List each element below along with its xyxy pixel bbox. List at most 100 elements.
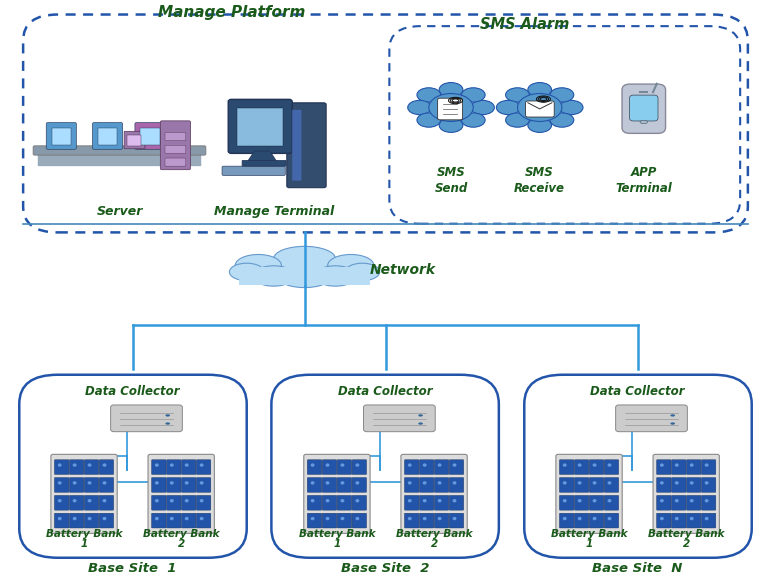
- Ellipse shape: [88, 481, 92, 485]
- FancyBboxPatch shape: [574, 460, 589, 475]
- Ellipse shape: [670, 422, 675, 425]
- FancyBboxPatch shape: [702, 496, 715, 510]
- Ellipse shape: [593, 499, 597, 503]
- Ellipse shape: [200, 464, 204, 467]
- FancyBboxPatch shape: [449, 460, 463, 475]
- FancyBboxPatch shape: [672, 460, 686, 475]
- Ellipse shape: [72, 517, 76, 520]
- FancyBboxPatch shape: [657, 496, 671, 510]
- Ellipse shape: [88, 464, 92, 467]
- Ellipse shape: [155, 499, 159, 503]
- Ellipse shape: [341, 481, 345, 485]
- FancyBboxPatch shape: [84, 460, 99, 475]
- FancyBboxPatch shape: [152, 513, 166, 528]
- Ellipse shape: [408, 499, 412, 503]
- Ellipse shape: [418, 414, 423, 417]
- Ellipse shape: [563, 517, 567, 520]
- Ellipse shape: [423, 499, 426, 503]
- Ellipse shape: [593, 517, 597, 520]
- Ellipse shape: [660, 464, 664, 467]
- FancyBboxPatch shape: [560, 460, 574, 475]
- FancyBboxPatch shape: [702, 460, 715, 475]
- Ellipse shape: [577, 499, 581, 503]
- Text: 2: 2: [430, 539, 438, 549]
- Ellipse shape: [660, 481, 664, 485]
- Ellipse shape: [155, 464, 159, 467]
- FancyBboxPatch shape: [657, 513, 671, 528]
- Ellipse shape: [705, 481, 709, 485]
- Ellipse shape: [315, 266, 356, 286]
- FancyBboxPatch shape: [337, 513, 352, 528]
- Ellipse shape: [58, 464, 62, 467]
- FancyBboxPatch shape: [124, 131, 145, 149]
- Ellipse shape: [577, 517, 581, 520]
- Text: SMS
Receive: SMS Receive: [514, 166, 565, 195]
- FancyBboxPatch shape: [604, 478, 618, 492]
- FancyBboxPatch shape: [181, 513, 196, 528]
- Ellipse shape: [438, 517, 442, 520]
- Ellipse shape: [528, 83, 551, 97]
- Ellipse shape: [608, 517, 611, 520]
- FancyBboxPatch shape: [322, 513, 337, 528]
- Ellipse shape: [417, 88, 441, 102]
- Text: Manage Terminal: Manage Terminal: [214, 205, 334, 218]
- Ellipse shape: [274, 246, 335, 271]
- Ellipse shape: [200, 481, 204, 485]
- FancyBboxPatch shape: [99, 478, 113, 492]
- Text: Data Collector: Data Collector: [591, 385, 685, 398]
- FancyBboxPatch shape: [160, 121, 190, 170]
- Text: Manage Platform: Manage Platform: [157, 5, 305, 20]
- FancyBboxPatch shape: [419, 460, 434, 475]
- Ellipse shape: [253, 266, 295, 286]
- FancyBboxPatch shape: [237, 108, 283, 146]
- Ellipse shape: [660, 517, 664, 520]
- Ellipse shape: [453, 517, 456, 520]
- FancyBboxPatch shape: [167, 478, 181, 492]
- Ellipse shape: [438, 499, 442, 503]
- Ellipse shape: [88, 517, 92, 520]
- Ellipse shape: [675, 464, 678, 467]
- FancyBboxPatch shape: [292, 110, 301, 181]
- FancyBboxPatch shape: [181, 496, 196, 510]
- Ellipse shape: [438, 464, 442, 467]
- Text: Battery Bank: Battery Bank: [298, 529, 375, 539]
- FancyBboxPatch shape: [38, 150, 201, 166]
- Ellipse shape: [423, 481, 426, 485]
- FancyBboxPatch shape: [449, 478, 463, 492]
- FancyBboxPatch shape: [322, 496, 337, 510]
- Ellipse shape: [58, 499, 62, 503]
- FancyBboxPatch shape: [228, 99, 292, 153]
- FancyBboxPatch shape: [242, 160, 286, 166]
- Ellipse shape: [550, 113, 574, 127]
- FancyBboxPatch shape: [686, 460, 701, 475]
- Text: Data Collector: Data Collector: [86, 385, 180, 398]
- Ellipse shape: [528, 118, 551, 132]
- Text: Data Collector: Data Collector: [338, 385, 433, 398]
- FancyBboxPatch shape: [449, 513, 463, 528]
- Text: 1: 1: [585, 539, 593, 549]
- FancyBboxPatch shape: [148, 454, 214, 533]
- FancyBboxPatch shape: [19, 375, 247, 558]
- Ellipse shape: [311, 464, 315, 467]
- FancyBboxPatch shape: [308, 513, 322, 528]
- FancyBboxPatch shape: [110, 405, 182, 432]
- FancyBboxPatch shape: [702, 478, 715, 492]
- Ellipse shape: [577, 481, 581, 485]
- FancyBboxPatch shape: [589, 460, 604, 475]
- Ellipse shape: [325, 481, 329, 485]
- FancyBboxPatch shape: [560, 513, 574, 528]
- FancyBboxPatch shape: [23, 15, 748, 232]
- Ellipse shape: [408, 481, 412, 485]
- FancyBboxPatch shape: [657, 460, 671, 475]
- FancyBboxPatch shape: [165, 145, 186, 153]
- Ellipse shape: [429, 94, 473, 121]
- FancyBboxPatch shape: [589, 513, 604, 528]
- Text: Server: Server: [96, 205, 143, 218]
- Ellipse shape: [200, 517, 204, 520]
- Ellipse shape: [311, 499, 315, 503]
- FancyBboxPatch shape: [364, 405, 435, 432]
- Ellipse shape: [72, 481, 76, 485]
- Ellipse shape: [563, 464, 567, 467]
- FancyBboxPatch shape: [672, 496, 686, 510]
- FancyBboxPatch shape: [556, 454, 622, 533]
